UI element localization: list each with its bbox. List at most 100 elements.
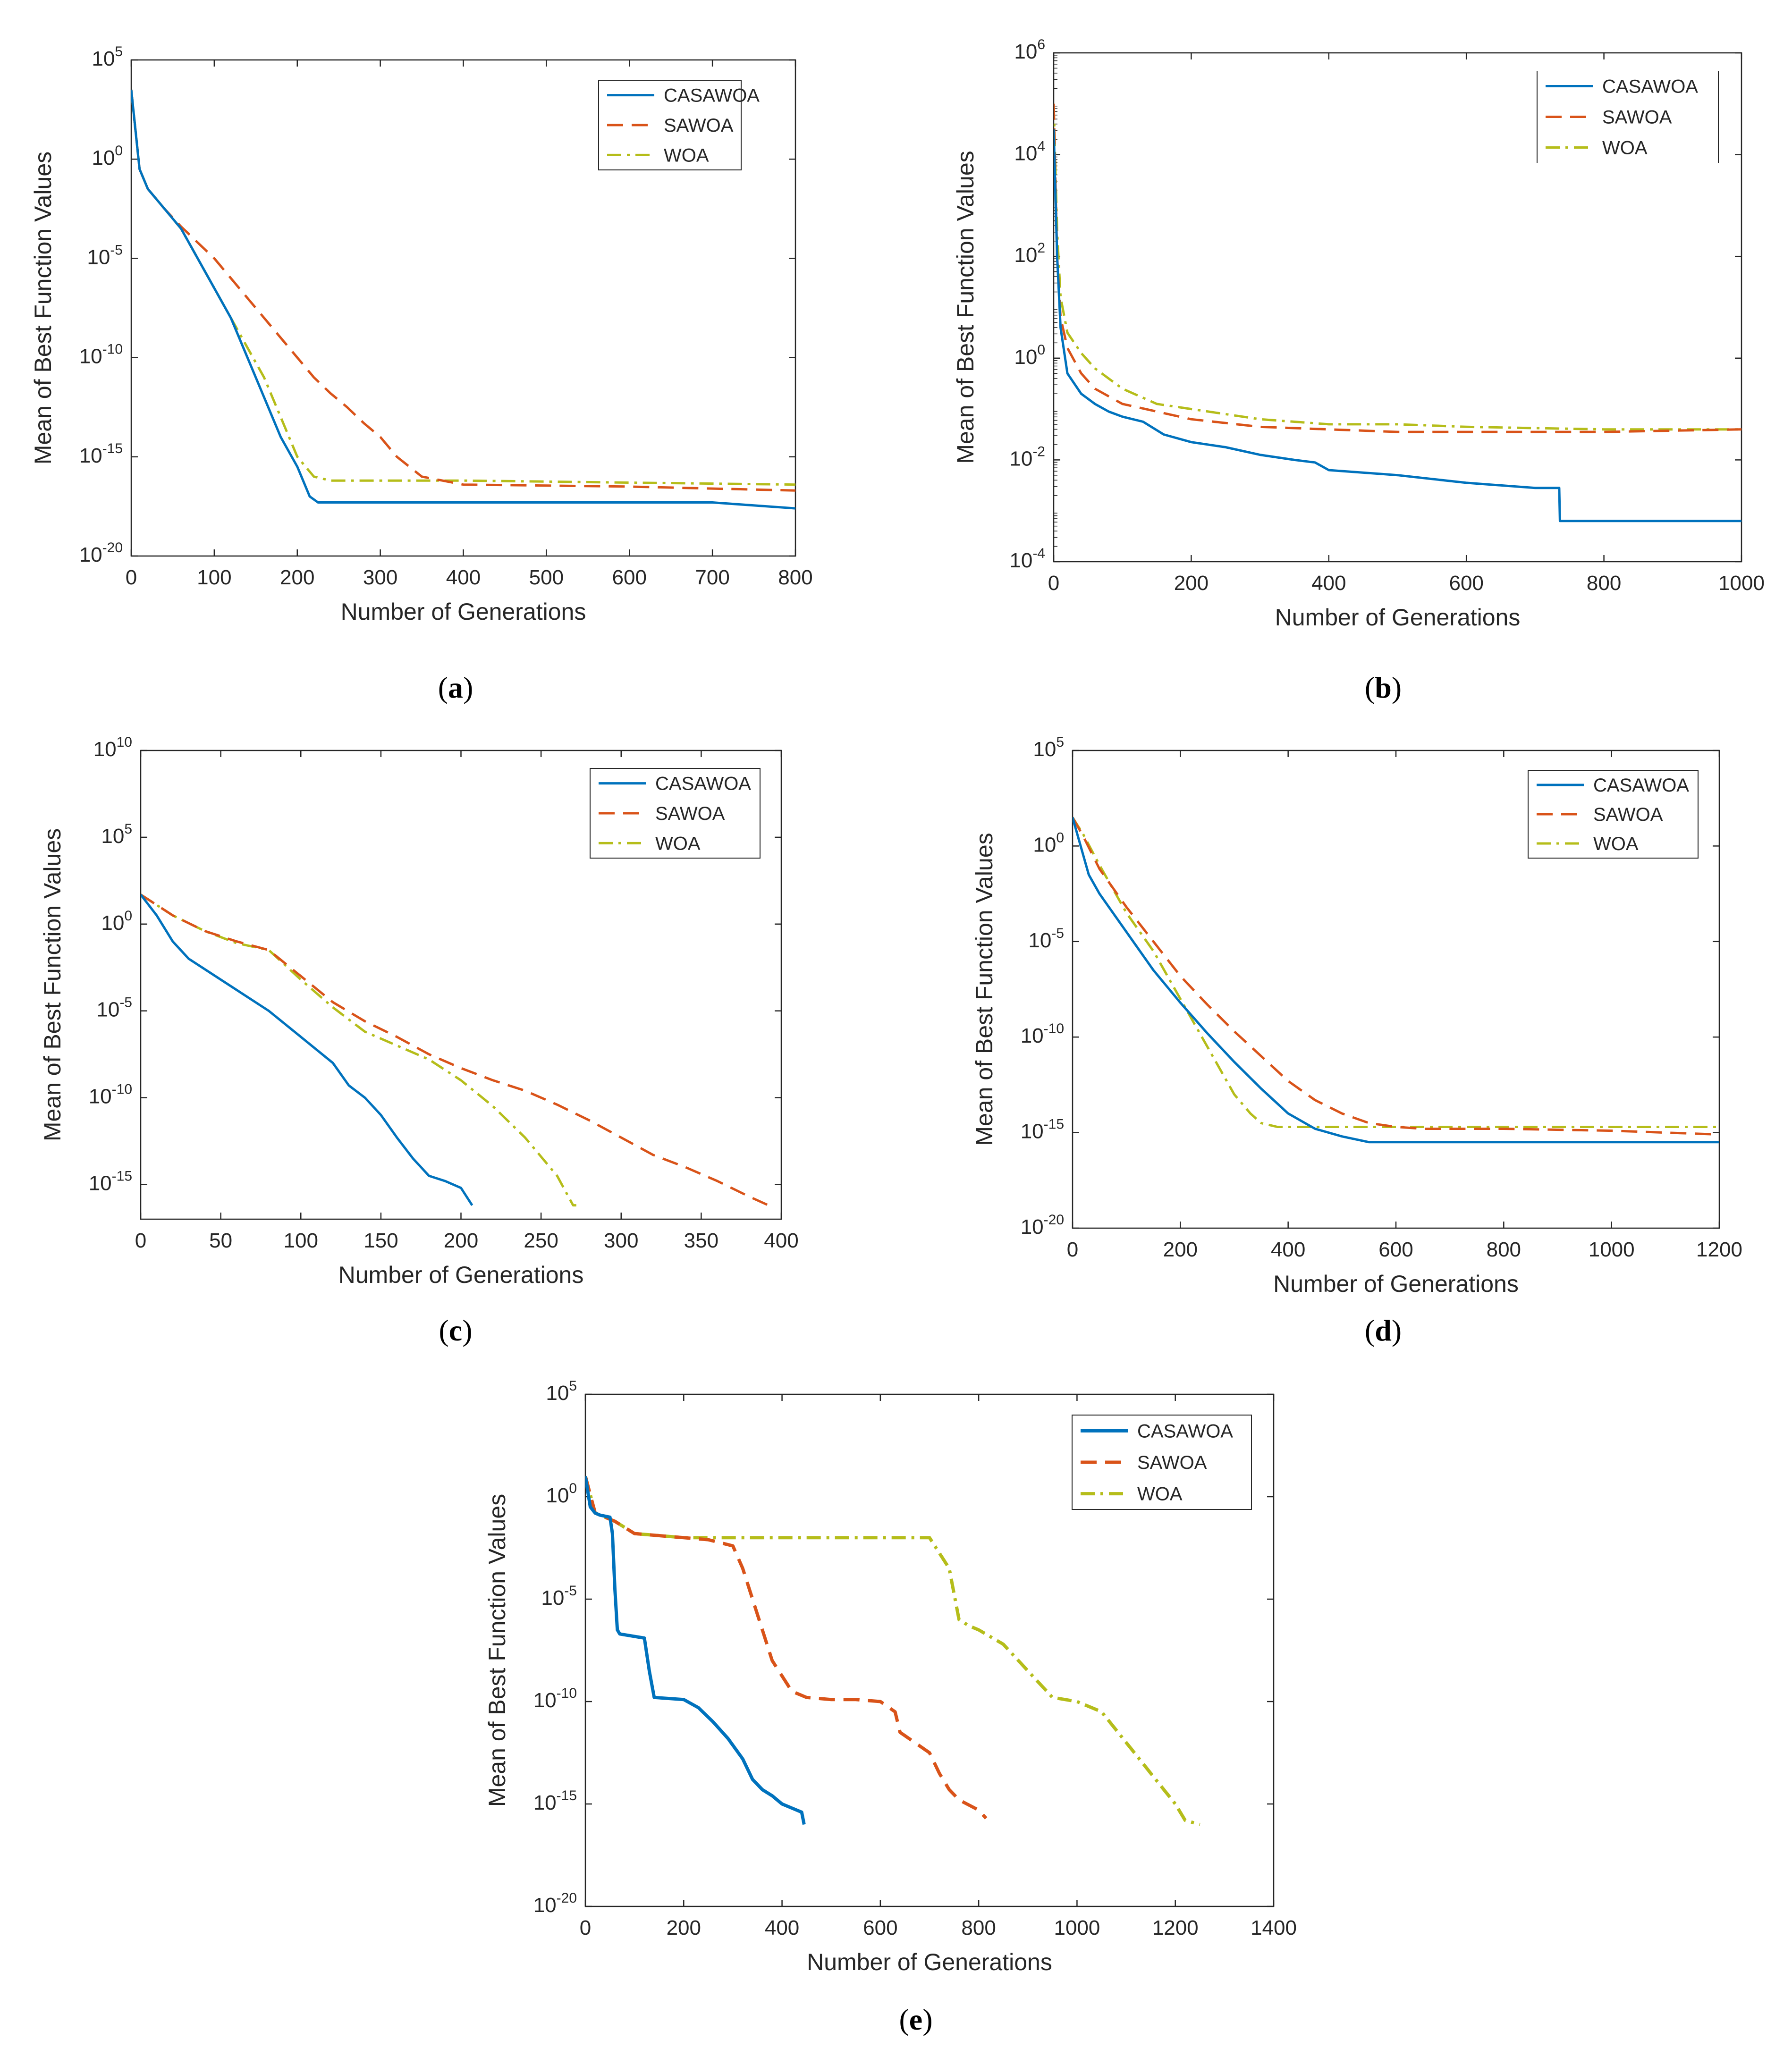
y-tick-label-c-2: 100 bbox=[101, 908, 132, 935]
series-line-c-casawoa bbox=[141, 893, 473, 1206]
x-tick-label-b-0: 0 bbox=[1048, 572, 1059, 595]
x-tick-label-c-2: 100 bbox=[284, 1229, 318, 1252]
series-line-b-woa bbox=[1054, 103, 1741, 431]
x-tick-label-b-1: 200 bbox=[1174, 572, 1209, 595]
x-tick-label-a-7: 700 bbox=[695, 566, 729, 589]
y-tick-label-c-5: 10-15 bbox=[89, 1168, 132, 1195]
x-tick-label-e-2: 400 bbox=[765, 1916, 799, 1939]
y-tick-label-c-0: 1010 bbox=[93, 734, 132, 761]
x-tick-label-e-4: 800 bbox=[961, 1916, 996, 1939]
legend-label-a-sawoa: SAWOA bbox=[664, 115, 734, 136]
y-tick-label-d-4: 10-15 bbox=[1021, 1117, 1064, 1143]
legend-label-b-sawoa: SAWOA bbox=[1602, 107, 1672, 128]
x-tick-label-a-8: 800 bbox=[778, 566, 812, 589]
x-tick-label-a-2: 200 bbox=[280, 566, 314, 589]
x-tick-label-c-6: 300 bbox=[604, 1229, 638, 1252]
y-tick-label-b-4: 10-2 bbox=[1009, 444, 1045, 470]
caption-c-letter: c bbox=[449, 1314, 462, 1347]
y-tick-label-a-1: 100 bbox=[92, 143, 123, 169]
caption-e: (e) bbox=[899, 2003, 932, 2036]
y-tick-label-d-2: 10-5 bbox=[1028, 926, 1064, 952]
x-tick-label-b-4: 800 bbox=[1587, 572, 1621, 595]
x-axis-label-e: Number of Generations bbox=[807, 1949, 1052, 1975]
panel-d: (d) 0 200 400 600 800 1000 1200 105 100 10-5 10-10… bbox=[971, 734, 1742, 1347]
panel-b: (b) 0 200 400 600 800 1000 106 104 102 100 10-2 10-… bbox=[952, 37, 1765, 704]
y-tick-label-e-4: 10-15 bbox=[533, 1788, 577, 1814]
y-tick-label-b-1: 104 bbox=[1014, 139, 1045, 165]
y-tick-label-b-3: 100 bbox=[1014, 342, 1045, 369]
x-tick-label-d-3: 600 bbox=[1378, 1238, 1413, 1261]
x-tick-label-e-0: 0 bbox=[580, 1916, 591, 1939]
chart-e: 0 200 400 600 800 1000 1200 1400 105 100 10-5 10-10… bbox=[484, 1378, 1297, 1975]
caption-c: (c) bbox=[439, 1314, 472, 1347]
y-tick-label-b-0: 106 bbox=[1014, 37, 1045, 63]
y-tick-label-a-5: 10-20 bbox=[79, 540, 123, 566]
legend-label-a-casawoa: CASAWOA bbox=[664, 85, 760, 106]
caption-a: (a) bbox=[438, 671, 473, 704]
x-tick-label-a-4: 400 bbox=[446, 566, 481, 589]
chart-c: 0 50 100 150 200 250 300 350 400 1010 105 100 10-5 10… bbox=[39, 734, 799, 1288]
legend-label-b-woa: WOA bbox=[1602, 138, 1648, 159]
legend-label-e-sawoa: SAWOA bbox=[1137, 1452, 1207, 1473]
y-tick-label-d-3: 10-10 bbox=[1021, 1021, 1064, 1047]
caption-d: (d) bbox=[1365, 1314, 1402, 1347]
series-line-a-sawoa bbox=[131, 89, 795, 492]
series-line-c-sawoa bbox=[141, 893, 769, 1206]
panel-c: (c) 0 50 100 150 200 250 300 350 400 1010 105 100 10… bbox=[39, 734, 799, 1347]
x-tick-label-a-1: 100 bbox=[197, 566, 231, 589]
chart-d: 0 200 400 600 800 1000 1200 105 100 10-5 10-10 10-1… bbox=[971, 734, 1742, 1297]
y-tick-label-d-5: 10-20 bbox=[1021, 1212, 1064, 1239]
series-line-b-casawoa bbox=[1054, 129, 1741, 523]
panel-a: (a) 0 100 200 300 400 500 600 700 800 105 100 10-5 1… bbox=[30, 44, 813, 704]
y-tick-label-e-5: 10-20 bbox=[533, 1890, 577, 1917]
x-tick-label-d-0: 0 bbox=[1067, 1238, 1078, 1261]
x-tick-label-b-2: 400 bbox=[1311, 572, 1346, 595]
legend-label-e-casawoa: CASAWOA bbox=[1137, 1421, 1233, 1441]
legend-label-e-woa: WOA bbox=[1137, 1484, 1183, 1505]
x-tick-label-e-3: 600 bbox=[863, 1916, 897, 1939]
x-tick-label-d-2: 400 bbox=[1271, 1238, 1305, 1261]
y-tick-label-d-0: 105 bbox=[1033, 734, 1064, 761]
x-tick-label-e-5: 1000 bbox=[1054, 1916, 1100, 1939]
y-axis-label-d: Mean of Best Function Values bbox=[971, 833, 997, 1146]
y-tick-label-c-1: 105 bbox=[101, 821, 132, 848]
chart-b: 0 200 400 600 800 1000 106 104 102 100 10-2 10-4 Num… bbox=[952, 37, 1765, 631]
y-tick-label-e-3: 10-10 bbox=[533, 1686, 577, 1712]
x-tick-label-d-4: 800 bbox=[1487, 1238, 1521, 1261]
y-tick-label-d-1: 100 bbox=[1033, 830, 1064, 856]
legend-label-a-woa: WOA bbox=[664, 145, 709, 166]
legend-label-d-sawoa: SAWOA bbox=[1593, 804, 1663, 825]
y-tick-label-e-0: 105 bbox=[546, 1378, 577, 1405]
x-tick-label-e-1: 200 bbox=[667, 1916, 701, 1939]
series-line-a-casawoa bbox=[131, 89, 795, 510]
series-line-d-woa bbox=[1073, 817, 1719, 1128]
caption-a-letter: a bbox=[448, 671, 463, 704]
caption-d-letter: d bbox=[1375, 1314, 1392, 1347]
y-tick-label-c-3: 10-5 bbox=[96, 995, 132, 1021]
x-tick-label-c-4: 200 bbox=[444, 1229, 478, 1252]
legend-e: CASAWOA SAWOA WOA bbox=[1072, 1415, 1252, 1510]
y-tick-label-b-2: 102 bbox=[1014, 240, 1045, 267]
caption-b: (b) bbox=[1365, 671, 1402, 704]
legend-label-d-casawoa: CASAWOA bbox=[1593, 775, 1689, 796]
y-tick-label-e-2: 10-5 bbox=[541, 1583, 577, 1610]
chart-a: 0 100 200 300 400 500 600 700 800 105 100 10-5 10-10… bbox=[30, 44, 813, 625]
x-tick-label-a-5: 500 bbox=[529, 566, 564, 589]
y-tick-label-a-2: 10-5 bbox=[87, 242, 123, 269]
x-tick-label-d-6: 1200 bbox=[1696, 1238, 1742, 1261]
y-tick-label-c-4: 10-10 bbox=[89, 1082, 132, 1108]
y-tick-label-a-4: 10-15 bbox=[79, 441, 123, 467]
legend-a: CASAWOA SAWOA WOA bbox=[598, 80, 760, 170]
x-tick-label-c-0: 0 bbox=[135, 1229, 146, 1252]
x-tick-label-c-3: 150 bbox=[363, 1229, 398, 1252]
x-tick-label-d-1: 200 bbox=[1163, 1238, 1198, 1261]
x-tick-label-a-0: 0 bbox=[126, 566, 137, 589]
y-axis-label-e: Mean of Best Function Values bbox=[484, 1494, 510, 1807]
legend-label-c-casawoa: CASAWOA bbox=[655, 774, 751, 794]
y-axis-label-c: Mean of Best Function Values bbox=[39, 828, 66, 1141]
y-tick-label-b-5: 10-4 bbox=[1009, 546, 1045, 572]
legend-b: CASAWOA SAWOA WOA bbox=[1537, 71, 1719, 163]
x-axis-label-b: Number of Generations bbox=[1275, 604, 1521, 631]
series-line-d-casawoa bbox=[1073, 817, 1719, 1144]
